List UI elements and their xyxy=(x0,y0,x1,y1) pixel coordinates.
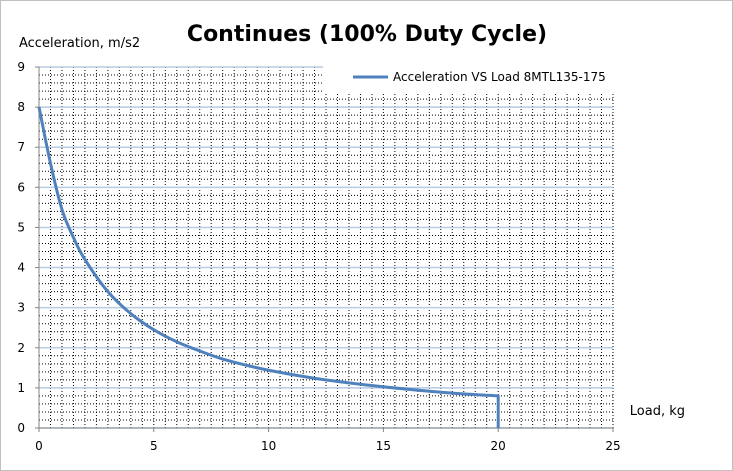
x-tick-label: 15 xyxy=(376,439,391,453)
x-axis-label: Load, kg xyxy=(630,404,685,419)
y-tick-label: 4 xyxy=(17,261,25,275)
series-lines xyxy=(37,106,500,428)
x-tick-label: 25 xyxy=(605,439,620,453)
y-tick-label: 0 xyxy=(17,421,25,435)
grid xyxy=(38,66,614,429)
y-tick-label: 1 xyxy=(17,381,25,395)
y-tick-label: 2 xyxy=(17,341,25,355)
series-line xyxy=(37,106,500,428)
legend-background xyxy=(323,65,623,93)
chart-title: Continues (100% Duty Cycle) xyxy=(187,22,547,47)
axes xyxy=(38,67,613,429)
y-tick-label: 3 xyxy=(17,301,25,315)
x-tick-label: 10 xyxy=(261,439,276,453)
y-axis-label: Acceleration, m/s2 xyxy=(19,36,140,51)
legend-label: Acceleration VS Load 8MTL135-175 xyxy=(393,70,606,84)
y-tick-labels: 0 1 2 3 4 5 6 7 8 9 xyxy=(17,60,39,435)
x-tick-labels: 0 5 10 15 20 25 xyxy=(35,428,621,453)
x-tick-label: 5 xyxy=(150,439,158,453)
y-tick-label: 7 xyxy=(17,140,25,154)
x-tick-label: 0 xyxy=(35,439,43,453)
y-tick-label: 8 xyxy=(17,100,25,114)
x-tick-label: 20 xyxy=(491,439,506,453)
y-tick-label: 6 xyxy=(17,180,25,194)
legend: Acceleration VS Load 8MTL135-175 xyxy=(323,65,623,93)
y-tick-label: 5 xyxy=(17,220,25,234)
y-tick-label: 9 xyxy=(17,60,25,74)
